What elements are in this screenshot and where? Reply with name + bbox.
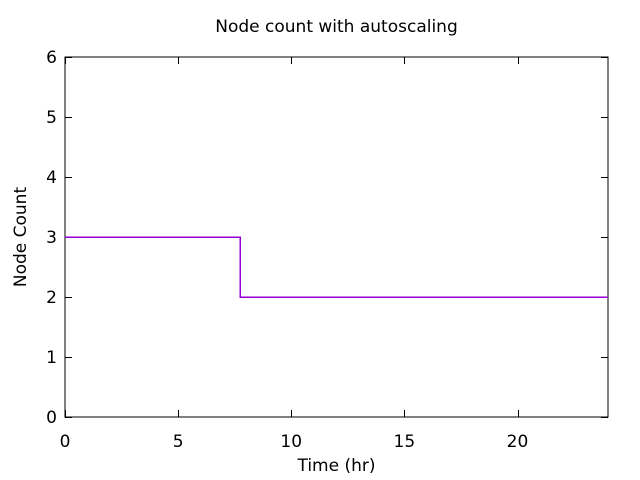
x-tick-label: 5 xyxy=(173,432,184,452)
y-tick-label: 6 xyxy=(46,48,57,68)
chart-title: Node count with autoscaling xyxy=(215,17,458,37)
y-tick-label: 1 xyxy=(46,348,57,368)
y-tick-label: 2 xyxy=(46,288,57,308)
x-tick-label: 0 xyxy=(60,432,71,452)
y-tick-label: 0 xyxy=(46,408,57,428)
x-tick-label: 10 xyxy=(280,432,302,452)
x-tick-label: 15 xyxy=(394,432,416,452)
y-tick-label: 5 xyxy=(46,108,57,128)
series-line-node-count xyxy=(65,236,608,298)
x-axis-label: Time (hr) xyxy=(297,456,376,476)
y-tick-label: 4 xyxy=(46,168,57,188)
y-tick-label: 3 xyxy=(46,228,57,248)
x-tick-label: 20 xyxy=(507,432,529,452)
